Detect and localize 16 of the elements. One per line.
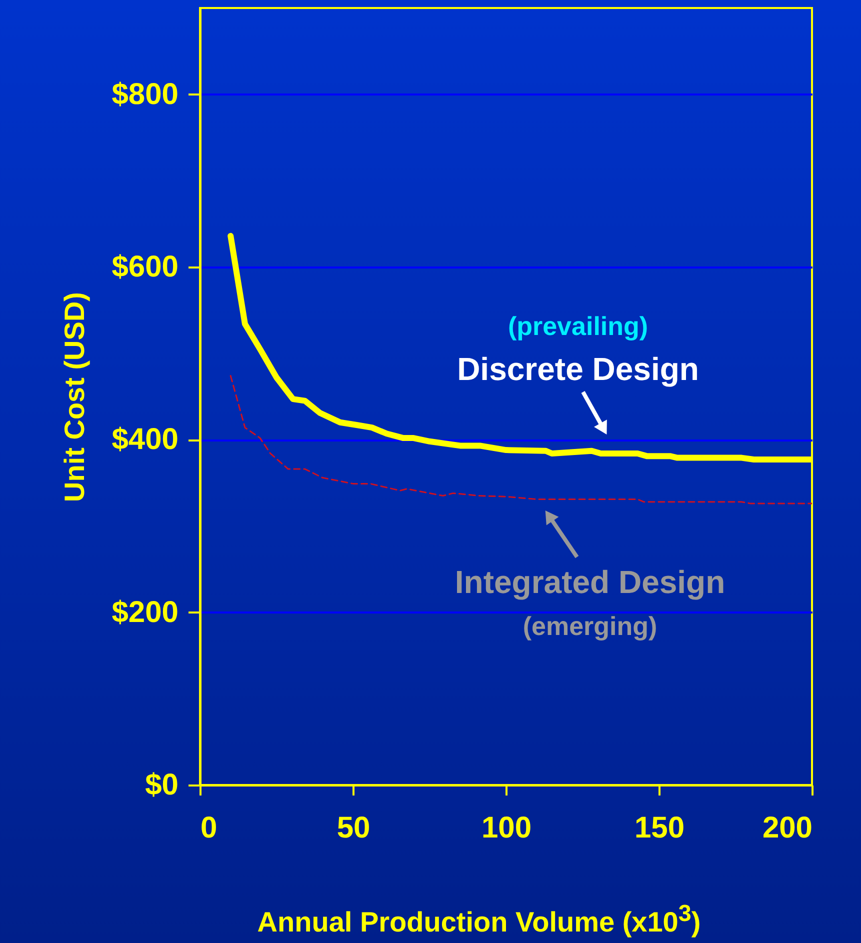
annotation: (emerging): [522, 611, 658, 641]
x-tick-label: 150: [634, 812, 685, 844]
annotation: (prevailing): [508, 311, 648, 341]
annotation: Discrete Design: [457, 351, 699, 387]
y-axis-title: Unit Cost (USD): [58, 292, 90, 502]
x-tick-label: 0: [200, 812, 218, 844]
y-tick-label: $200: [112, 596, 178, 629]
x-axis-title: Annual Production Volume (x10$^{3}$): [256, 900, 702, 938]
x-tick-label: 100: [481, 812, 532, 844]
annotation: Integrated Design: [454, 564, 726, 600]
y-tick-label: $600: [112, 250, 178, 284]
y-tick-label: $400: [112, 423, 178, 456]
y-tick-label: $800: [112, 78, 178, 111]
x-tick-label: 200: [762, 812, 812, 844]
y-tick-label: $0: [145, 768, 178, 802]
x-tick-label: 50: [336, 812, 370, 844]
